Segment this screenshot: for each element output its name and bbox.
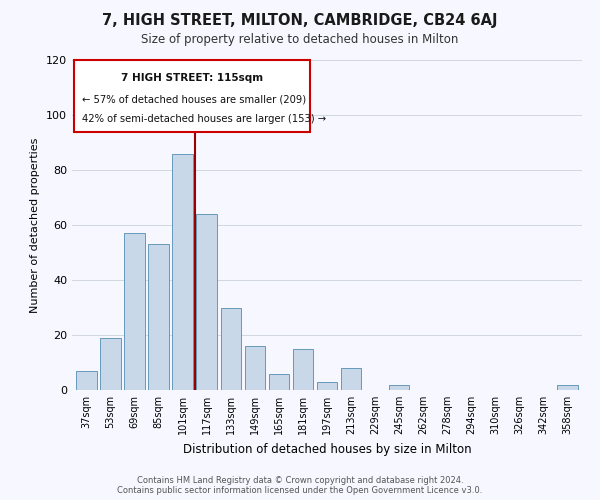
Bar bbox=[389, 384, 409, 390]
Bar bbox=[100, 338, 121, 390]
Bar bbox=[341, 368, 361, 390]
Text: Contains HM Land Registry data © Crown copyright and database right 2024.: Contains HM Land Registry data © Crown c… bbox=[137, 476, 463, 485]
Text: 42% of semi-detached houses are larger (153) →: 42% of semi-detached houses are larger (… bbox=[82, 114, 326, 124]
Text: 7 HIGH STREET: 115sqm: 7 HIGH STREET: 115sqm bbox=[121, 73, 263, 83]
Text: Contains public sector information licensed under the Open Government Licence v3: Contains public sector information licen… bbox=[118, 486, 482, 495]
Bar bbox=[293, 349, 313, 390]
Bar bbox=[76, 371, 97, 390]
Bar bbox=[557, 384, 578, 390]
Text: Size of property relative to detached houses in Milton: Size of property relative to detached ho… bbox=[142, 32, 458, 46]
FancyBboxPatch shape bbox=[74, 60, 310, 132]
Bar bbox=[172, 154, 193, 390]
Bar bbox=[124, 233, 145, 390]
X-axis label: Distribution of detached houses by size in Milton: Distribution of detached houses by size … bbox=[182, 442, 472, 456]
Bar bbox=[245, 346, 265, 390]
Bar bbox=[269, 374, 289, 390]
Text: ← 57% of detached houses are smaller (209): ← 57% of detached houses are smaller (20… bbox=[82, 95, 306, 105]
Bar bbox=[221, 308, 241, 390]
Bar bbox=[196, 214, 217, 390]
Text: 7, HIGH STREET, MILTON, CAMBRIDGE, CB24 6AJ: 7, HIGH STREET, MILTON, CAMBRIDGE, CB24 … bbox=[102, 12, 498, 28]
Bar bbox=[317, 382, 337, 390]
Y-axis label: Number of detached properties: Number of detached properties bbox=[31, 138, 40, 312]
Bar bbox=[148, 244, 169, 390]
